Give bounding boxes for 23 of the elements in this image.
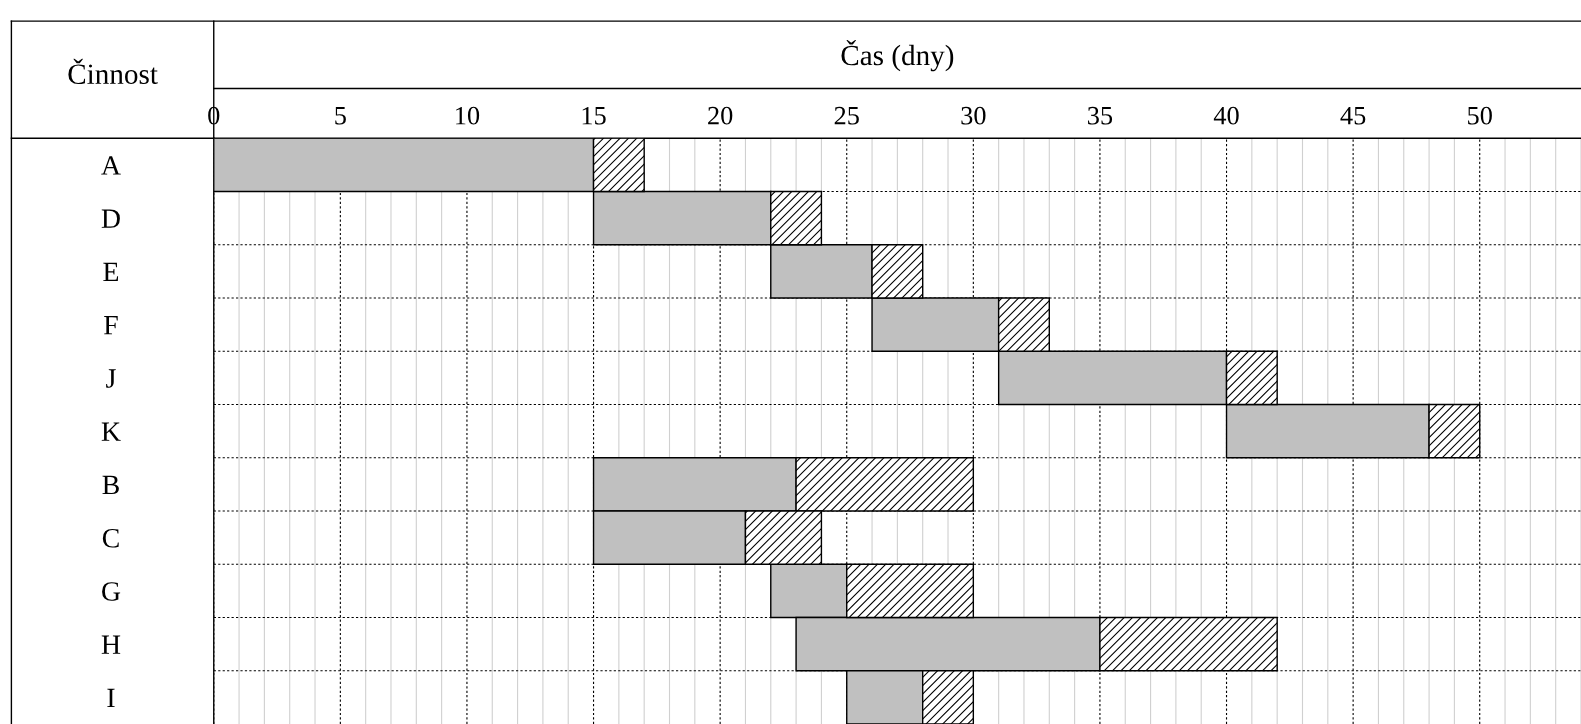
x-tick-label: 40 [1213, 106, 1239, 125]
x-tick-label: 30 [961, 106, 986, 125]
x-tick-label: 10 [456, 106, 480, 125]
y-tick-label: K [101, 422, 121, 441]
x-tick-label: 5 [335, 107, 346, 125]
y-tick-label: C [102, 528, 119, 548]
x-tick-label: 50 [1468, 106, 1492, 125]
y-axis-title: Činnost [68, 58, 158, 85]
x-tick-label: 25 [834, 106, 859, 125]
x-axis-title: Čas (dny) [841, 40, 954, 72]
y-tick-label: H [101, 635, 121, 654]
x-tick-label: 35 [1088, 106, 1113, 125]
x-tick-label: 15 [582, 106, 606, 125]
y-tick-label: E [103, 262, 119, 282]
x-tick-label: 20 [708, 106, 733, 125]
y-tick-label: J [106, 369, 116, 388]
y-tick-label: D [101, 209, 120, 228]
y-tick-label: F [104, 316, 118, 335]
y-tick-label: B [102, 475, 119, 495]
y-tick-label: A [101, 156, 121, 175]
y-tick-label: I [107, 688, 115, 708]
x-tick-label: 45 [1340, 106, 1366, 125]
y-tick-label: G [102, 582, 121, 601]
